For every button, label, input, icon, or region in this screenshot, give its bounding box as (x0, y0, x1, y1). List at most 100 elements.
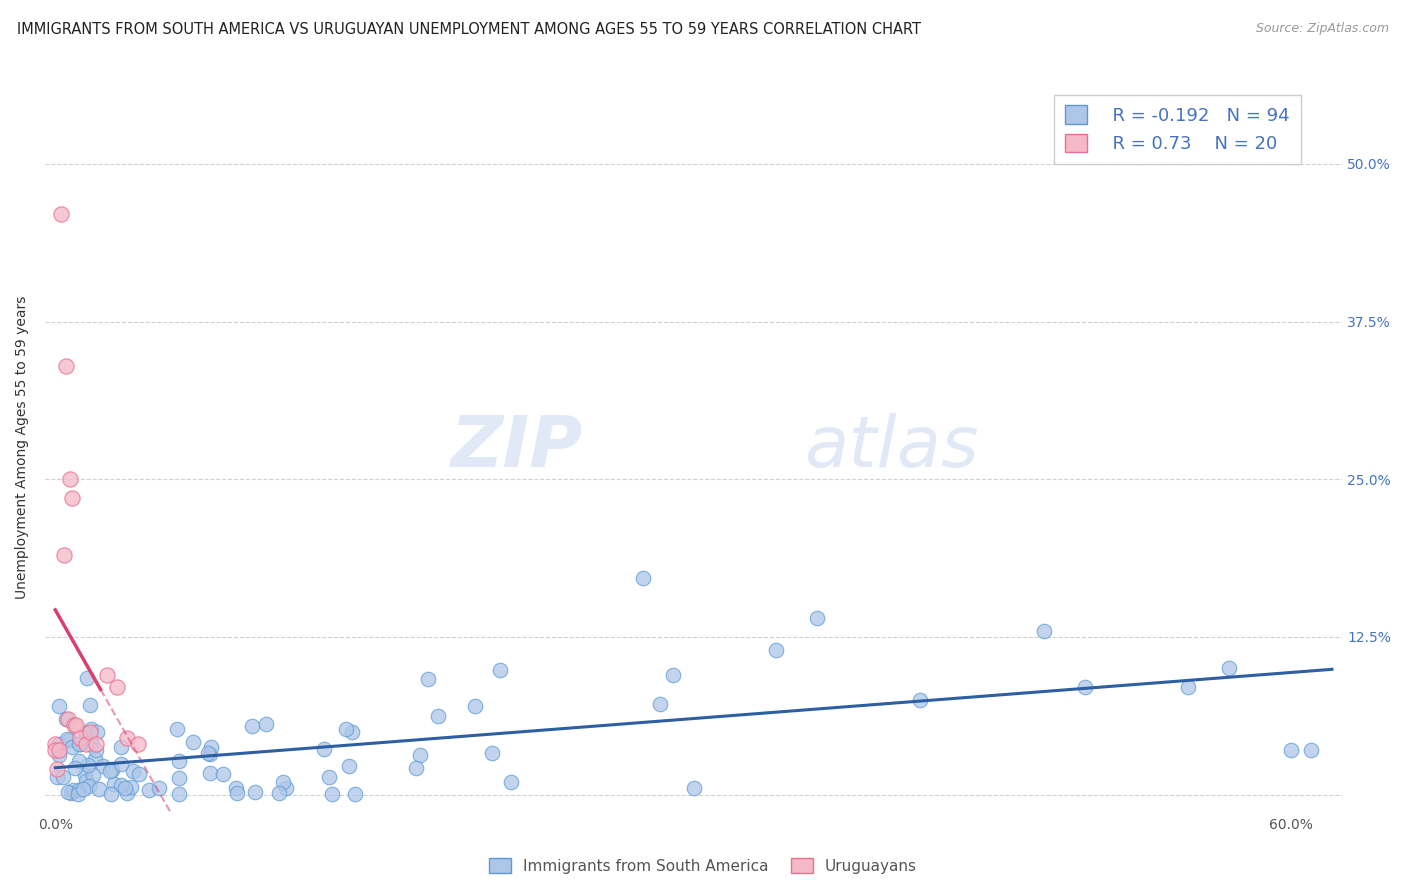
Point (501, 775, 523, 789)
Point (100, 787, 122, 801)
Point (55, 359, 77, 373)
Text: IMMIGRANTS FROM SOUTH AMERICA VS URUGUAYAN UNEMPLOYMENT AMONG AGES 55 TO 59 YEAR: IMMIGRANTS FROM SOUTH AMERICA VS URUGUAY… (17, 22, 921, 37)
Point (44, 743, 66, 757)
Point (128, 767, 150, 781)
Point (45, 770, 67, 784)
Point (79, 698, 101, 712)
Point (65, 718, 87, 732)
Point (321, 787, 343, 801)
Point (60, 491, 83, 505)
Point (67, 737, 90, 751)
Point (110, 757, 132, 772)
Point (271, 775, 294, 789)
Point (62, 782, 84, 797)
Point (117, 731, 139, 745)
Point (481, 746, 503, 760)
Point (80, 737, 103, 751)
Point (86, 737, 108, 751)
Point (631, 571, 654, 585)
Point (148, 781, 170, 796)
Point (52, 771, 75, 785)
Point (276, 780, 298, 795)
Point (269, 786, 291, 800)
Point (48, 699, 70, 714)
Y-axis label: Unemployment Among Ages 55 to 59 years: Unemployment Among Ages 55 to 59 years (15, 296, 30, 599)
Point (683, 781, 706, 796)
Point (908, 693, 931, 707)
Point (198, 765, 221, 780)
Point (806, 611, 828, 625)
Point (342, 725, 364, 739)
Point (66, 787, 89, 801)
Point (67, 783, 90, 797)
Point (79, 724, 101, 739)
Point (69, 731, 91, 745)
Point (122, 764, 145, 779)
Point (181, 735, 204, 749)
Point (318, 770, 340, 784)
Point (1074, 681, 1097, 695)
Point (1301, 743, 1323, 757)
Point (418, 673, 440, 687)
Point (59, 472, 82, 486)
Point (200, 739, 222, 754)
Point (86, 725, 108, 739)
Point (48, 738, 70, 752)
Point (84, 752, 107, 766)
Point (167, 754, 190, 768)
Legend: Immigrants from South America, Uruguayans: Immigrants from South America, Uruguayan… (484, 852, 922, 880)
Point (60, 786, 83, 800)
Point (87, 781, 110, 796)
Point (84, 742, 107, 756)
Point (73, 768, 96, 782)
Point (312, 742, 335, 756)
Point (110, 777, 132, 791)
Point (409, 748, 432, 763)
Point (77, 780, 100, 794)
Point (76, 758, 98, 772)
Point (167, 788, 190, 802)
Text: ZIP: ZIP (451, 413, 583, 483)
Text: Source: ZipAtlas.com: Source: ZipAtlas.com (1256, 22, 1389, 36)
Point (405, 760, 427, 774)
Point (110, 740, 132, 755)
Point (114, 780, 136, 795)
Point (48, 747, 70, 762)
Point (63, 761, 86, 775)
Point (56, 712, 79, 726)
Point (62, 718, 84, 732)
Point (115, 786, 138, 800)
Point (120, 780, 142, 794)
Point (76, 671, 98, 685)
Point (225, 780, 247, 795)
Point (198, 747, 221, 761)
Point (335, 723, 357, 737)
Point (51, 207, 73, 221)
Point (225, 786, 247, 800)
Point (343, 787, 366, 801)
Point (166, 722, 188, 736)
Point (254, 717, 277, 731)
Point (103, 777, 125, 791)
Point (55, 712, 77, 726)
Point (60, 739, 83, 754)
Point (339, 759, 361, 773)
Point (138, 783, 160, 797)
Point (69, 737, 91, 751)
Point (46, 763, 69, 777)
Text: atlas: atlas (804, 413, 979, 483)
Point (80, 722, 103, 736)
Point (1218, 661, 1240, 675)
Point (648, 697, 671, 711)
Point (1032, 624, 1054, 638)
Point (100, 764, 122, 778)
Point (243, 785, 266, 799)
Point (82, 768, 104, 782)
Point (167, 771, 190, 785)
Point (765, 642, 787, 657)
Point (105, 681, 128, 695)
Point (75, 737, 97, 751)
Point (1279, 743, 1302, 757)
Point (56, 732, 79, 747)
Point (72, 781, 94, 796)
